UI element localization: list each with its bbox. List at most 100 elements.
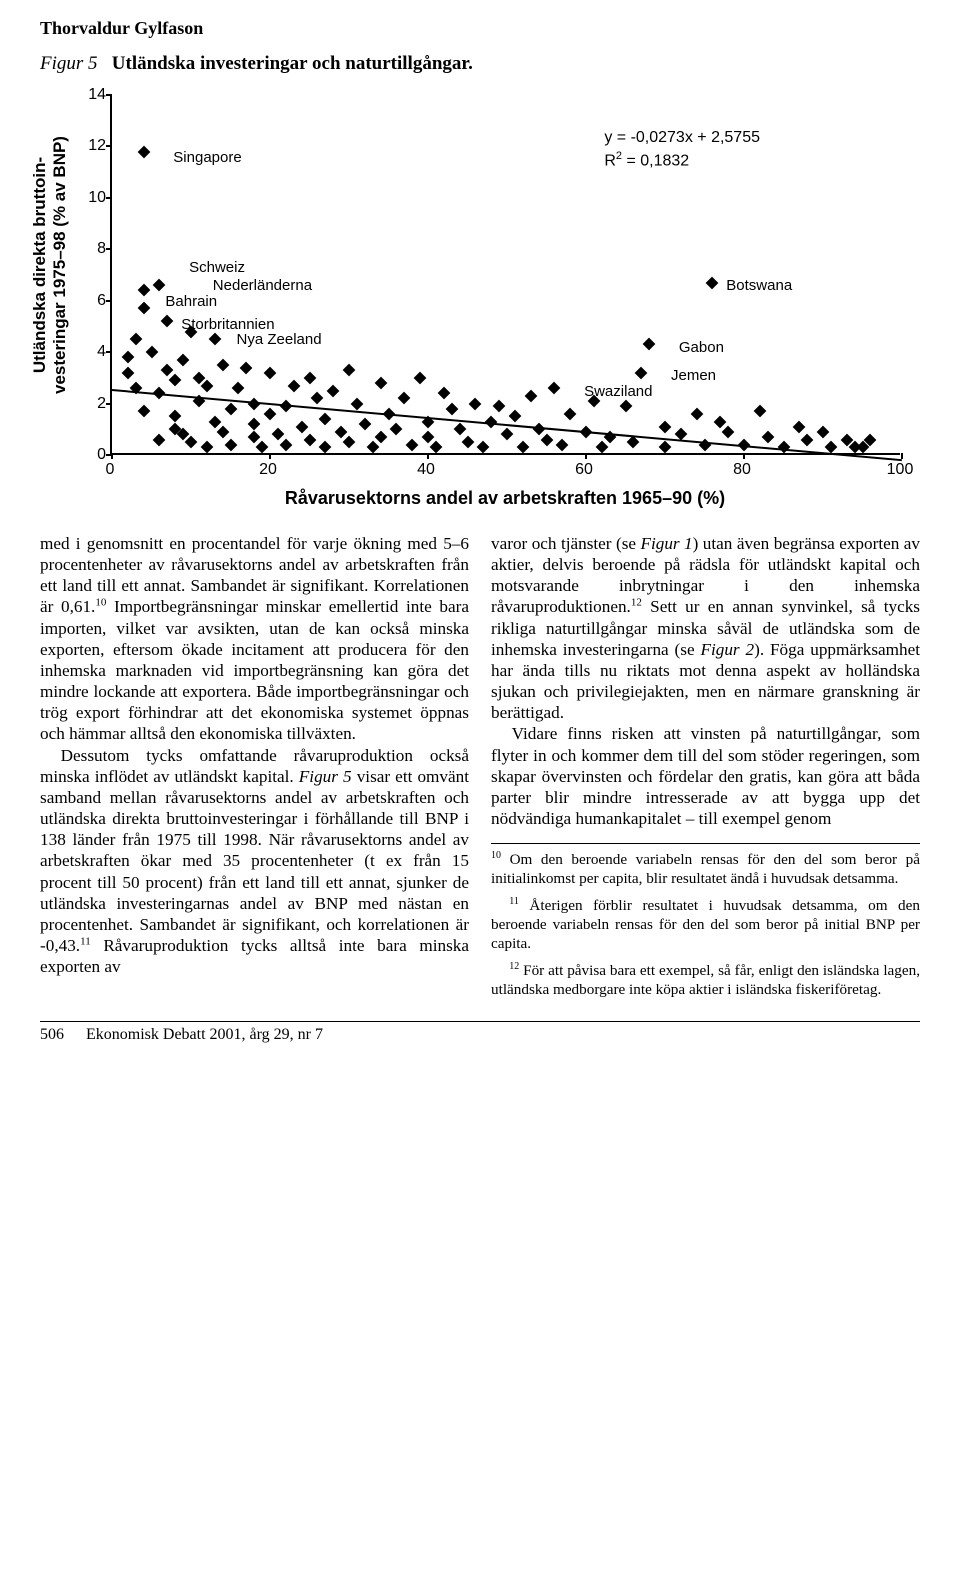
point-label: Schweiz [189,259,245,276]
point-label: Bahrain [165,293,217,310]
point-label: Storbritannien [181,316,274,333]
y-tick-label: 12 [84,137,106,155]
y-tick-label: 6 [84,292,106,310]
data-point [722,425,735,438]
data-point [422,431,435,444]
x-axis-title: Råvarusektorns andel av arbetskraften 19… [110,488,900,509]
figure-title: Utländska investeringar och naturtillgån… [112,53,473,74]
author-name: Thorvaldur Gylfason [40,18,920,39]
paragraph: varor och tjänster (se Figur 1) utan äve… [491,533,920,723]
x-tick-label: 60 [564,461,604,479]
data-point [430,441,443,454]
data-point [287,379,300,392]
point-label: Gabon [679,339,724,356]
data-point [208,415,221,428]
data-point [437,387,450,400]
data-point [493,400,506,413]
data-point [232,382,245,395]
data-point [303,433,316,446]
point-label: Nya Zeeland [237,331,322,348]
data-point [200,379,213,392]
data-point [129,333,142,346]
data-point [706,276,719,289]
footnote: 11 Återigen förblir resultatet i huvudsa… [491,896,920,953]
data-point [319,441,332,454]
data-point [516,441,529,454]
data-point [564,407,577,420]
data-point [121,366,134,379]
data-point [248,418,261,431]
y-tick-label: 14 [84,86,106,104]
data-point [279,438,292,451]
data-point [659,420,672,433]
data-point [469,397,482,410]
data-point [161,364,174,377]
data-point [453,423,466,436]
data-point [224,402,237,415]
data-point [335,425,348,438]
equation-line: y = -0,0273x + 2,5755 [604,127,760,149]
data-point [264,366,277,379]
data-point [169,410,182,423]
x-tick-label: 100 [880,461,920,479]
data-point [256,441,269,454]
data-point [714,415,727,428]
data-point [272,428,285,441]
data-point [540,433,553,446]
data-point [477,441,490,454]
x-tick-label: 40 [406,461,446,479]
right-column: varor och tjänster (se Figur 1) utan äve… [491,533,920,1007]
x-tick-label: 80 [722,461,762,479]
data-point [216,359,229,372]
data-point [619,400,632,413]
point-label: Singapore [173,149,241,166]
y-tick-label: 8 [84,240,106,258]
data-point [137,284,150,297]
data-point [327,384,340,397]
paragraph: Dessutom tycks omfattande råvaruprodukti… [40,745,469,978]
data-point [240,361,253,374]
data-point [303,371,316,384]
data-point [390,423,403,436]
y-axis-title: Utländska direkta bruttoin- vesteringar … [30,115,69,415]
scatter-chart: Utländska direkta bruttoin- vesteringar … [40,85,920,515]
data-point [643,338,656,351]
page-footer: 506 Ekonomisk Debatt 2001, årg 29, nr 7 [40,1021,920,1044]
data-point [248,431,261,444]
equation-line: R2 = 0,1832 [604,149,760,172]
figure-caption: Figur 5 Utländska investeringar och natu… [40,53,920,75]
data-point [374,377,387,390]
data-point [366,441,379,454]
figure-number: Figur 5 [40,53,98,74]
data-point [374,431,387,444]
paragraph: med i genomsnitt en procentandel för var… [40,533,469,745]
data-point [659,441,672,454]
data-point [817,425,830,438]
point-label: Botswana [726,277,792,294]
data-point [698,438,711,451]
data-point [208,333,221,346]
data-point [153,279,166,292]
y-tick-label: 2 [84,395,106,413]
data-point [153,433,166,446]
regression-equation: y = -0,0273x + 2,5755 R2 = 0,1832 [604,127,760,172]
footnote: 10 Om den beroende variabeln rensas för … [491,850,920,888]
data-point [343,364,356,377]
data-point [319,413,332,426]
body-text: med i genomsnitt en procentandel för var… [40,533,920,1007]
point-label: Jemen [671,367,716,384]
y-tick-label: 10 [84,189,106,207]
data-point [398,392,411,405]
data-point [406,438,419,451]
paragraph: Vidare finns risken att vinsten på natur… [491,723,920,829]
data-point [121,351,134,364]
data-point [556,438,569,451]
data-point [509,410,522,423]
data-point [311,392,324,405]
page-number: 506 [40,1026,82,1044]
journal-ref: Ekonomisk Debatt 2001, årg 29, nr 7 [86,1026,323,1043]
data-point [414,371,427,384]
data-point [445,402,458,415]
data-point [524,389,537,402]
data-point [761,431,774,444]
